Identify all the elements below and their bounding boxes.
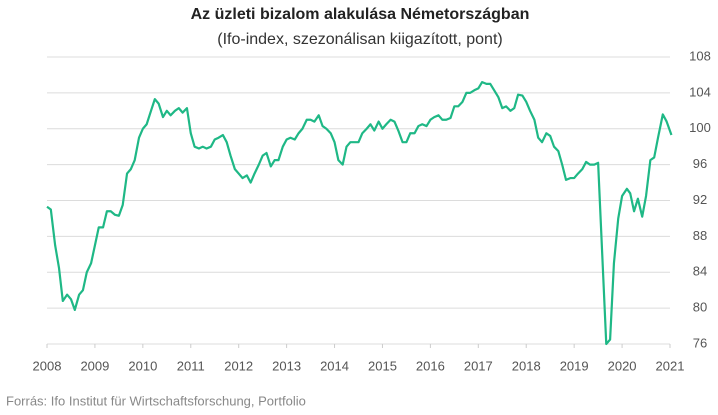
x-tick-label: 2021 bbox=[656, 358, 685, 373]
y-tick-label: 108 bbox=[689, 48, 711, 63]
chart-title: Az üzleti bizalom alakulása Németországb… bbox=[191, 6, 530, 23]
y-tick-label: 84 bbox=[693, 264, 707, 279]
x-tick-label: 2009 bbox=[80, 358, 109, 373]
x-tick-label: 2011 bbox=[177, 358, 205, 373]
y-tick-label: 76 bbox=[693, 335, 707, 350]
x-tick-label: 2014 bbox=[320, 358, 349, 373]
x-tick-label: 2019 bbox=[560, 358, 589, 373]
chart-subtitle: (Ifo-index, szezonálisan kiigazított, po… bbox=[217, 31, 502, 48]
x-tick-label: 2010 bbox=[128, 358, 157, 373]
source-note: Forrás: Ifo Institut für Wirtschaftsfors… bbox=[6, 393, 306, 408]
x-tick-label: 2012 bbox=[224, 358, 253, 373]
y-tick-label: 92 bbox=[693, 192, 707, 207]
y-tick-label: 80 bbox=[693, 300, 707, 315]
x-tick-label: 2016 bbox=[416, 358, 445, 373]
x-tick-label: 2008 bbox=[33, 358, 62, 373]
y-tick-label: 88 bbox=[693, 228, 707, 243]
y-tick-label: 104 bbox=[689, 84, 711, 99]
data-line bbox=[46, 81, 673, 346]
y-tick-label: 100 bbox=[689, 120, 711, 135]
x-tick-label: 2018 bbox=[512, 358, 541, 373]
x-tick-label: 2017 bbox=[464, 358, 493, 373]
x-tick-label: 2020 bbox=[608, 358, 637, 373]
x-tick-label: 2015 bbox=[368, 358, 397, 373]
y-tick-label: 96 bbox=[693, 156, 707, 171]
x-tick-label: 2013 bbox=[272, 358, 301, 373]
